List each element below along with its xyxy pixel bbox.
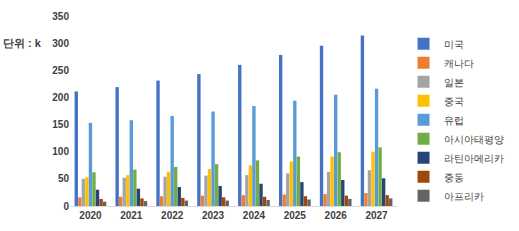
svg-text:중국: 중국: [444, 96, 464, 107]
svg-text:50: 50: [58, 173, 70, 184]
svg-text:아프리카: 아프리카: [444, 191, 484, 202]
svg-text:0: 0: [63, 201, 69, 212]
svg-text:아시아태평양: 아시아태평양: [444, 134, 504, 145]
svg-text:200: 200: [52, 92, 69, 103]
svg-text:150: 150: [52, 119, 69, 130]
svg-text:100: 100: [52, 146, 69, 157]
svg-text:라틴아메리카: 라틴아메리카: [444, 153, 504, 164]
svg-text:2025: 2025: [284, 210, 307, 221]
svg-text:350: 350: [52, 11, 69, 22]
svg-text:2023: 2023: [202, 210, 225, 221]
svg-text:2022: 2022: [161, 210, 184, 221]
svg-text:유럽: 유럽: [444, 115, 464, 126]
svg-text:캐나다: 캐나다: [444, 58, 474, 69]
svg-text:2021: 2021: [120, 210, 143, 221]
svg-text:미국: 미국: [444, 39, 464, 50]
svg-text:중동: 중동: [444, 172, 464, 183]
svg-text:2027: 2027: [365, 210, 388, 221]
svg-text:일본: 일본: [444, 77, 464, 88]
svg-text:300: 300: [52, 38, 69, 49]
svg-text:2024: 2024: [243, 210, 266, 221]
svg-text:2026: 2026: [325, 210, 348, 221]
svg-text:250: 250: [52, 65, 69, 76]
svg-text:2020: 2020: [79, 210, 102, 221]
svg-text:단위 : k: 단위 : k: [3, 37, 42, 49]
